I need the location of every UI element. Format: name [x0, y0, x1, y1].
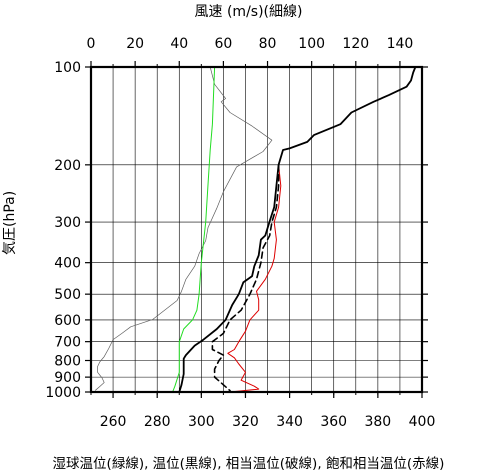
series-wind — [95, 66, 273, 391]
x-top-tick-label: 100 — [298, 36, 325, 52]
x-top-tick-label: 60 — [214, 36, 232, 52]
x-top-tick-label: 40 — [170, 36, 188, 52]
y-tick-label: 200 — [54, 158, 81, 174]
series-saturated-equivalent-potential-temperature — [227, 66, 416, 393]
x-bottom-tick-label: 360 — [320, 414, 347, 430]
x-bottom-tick-label: 280 — [144, 414, 171, 430]
y-tick-label: 900 — [54, 370, 81, 386]
y-tick-label: 700 — [54, 335, 81, 351]
series-wet-bulb-potential-temperature — [172, 66, 216, 393]
y-tick-label: 300 — [54, 215, 81, 231]
bottom-axis-caption: 湿球温位(緑線), 温位(黒線), 相当温位(破線), 飽和相当温位(赤線) — [52, 456, 445, 472]
x-bottom-tick-label: 400 — [409, 414, 436, 430]
x-top-tick-label: 140 — [387, 36, 414, 52]
x-bottom-tick-label: 300 — [188, 414, 215, 430]
grid-lines — [90, 66, 423, 393]
y-tick-label: 800 — [54, 354, 81, 370]
plot-frame — [89, 65, 424, 394]
y-tick-label: 1000 — [45, 385, 81, 401]
x-top-tick-label: 80 — [259, 36, 277, 52]
y-tick-label: 400 — [54, 256, 81, 272]
x-bottom-tick-label: 340 — [276, 414, 303, 430]
x-top-tick-label: 120 — [342, 36, 369, 52]
top-axis-title: 風速 (m/s)(細線) — [194, 4, 303, 20]
x-top-tick-label: 0 — [87, 36, 96, 52]
x-bottom-tick-label: 260 — [100, 414, 127, 430]
x-bottom-tick-label: 380 — [364, 414, 391, 430]
x-top-tick-label: 20 — [126, 36, 144, 52]
data-series — [95, 66, 417, 393]
y-tick-label: 500 — [54, 287, 81, 303]
series-equivalent-potential-temperature — [211, 164, 280, 392]
series-potential-temperature — [178, 66, 417, 393]
y-tick-label: 600 — [54, 313, 81, 329]
y-axis-title: 気圧(hPa) — [2, 190, 18, 255]
tick-marks — [85, 61, 428, 398]
x-bottom-tick-label: 320 — [232, 414, 259, 430]
y-tick-label: 100 — [54, 60, 81, 76]
